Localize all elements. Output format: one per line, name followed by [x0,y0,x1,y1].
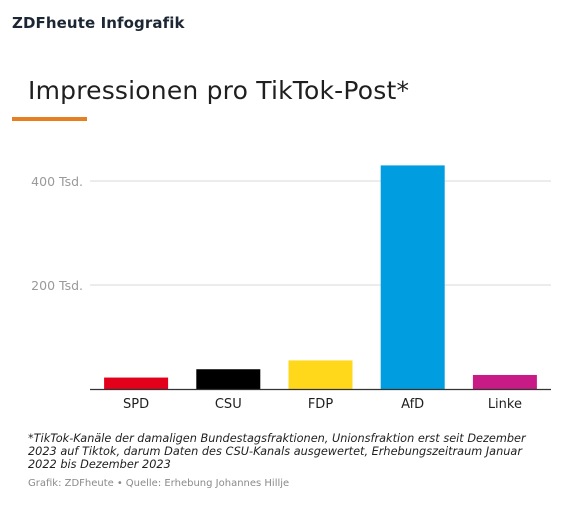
bar-afd [380,165,445,389]
source-separator: • [116,478,123,489]
bar-csu [196,369,261,389]
x-tick-label: CSU [215,397,242,412]
source-line: Grafik: ZDFheute • Quelle: Erhebung Johann… [28,478,289,489]
bar-fdp [288,360,353,389]
y-tick-label: 200 Tsd. [31,278,83,293]
x-tick-label: Linke [488,397,522,412]
source-credit: Grafik: ZDFheute [28,478,114,489]
chart-title: Impressionen pro TikTok-Post* [28,76,410,105]
x-tick-label: SPD [123,397,149,412]
chart-footnote: *TikTok-Kanäle der damaligen Bundestagsf… [28,432,526,471]
title-underline [12,117,87,121]
y-tick-label: 400 Tsd. [31,174,83,189]
bar-spd [104,377,169,389]
bar-linke [472,374,537,389]
x-tick-label: FDP [308,397,333,412]
bar-chart: 200 Tsd. 400 Tsd. SPD CSU FDP AfD Linke [31,165,551,412]
source-reference: Quelle: Erhebung Johannes Hillje [125,478,290,489]
x-tick-label: AfD [401,397,424,412]
brand-logo-text: ZDFheute Infografik [12,14,185,32]
